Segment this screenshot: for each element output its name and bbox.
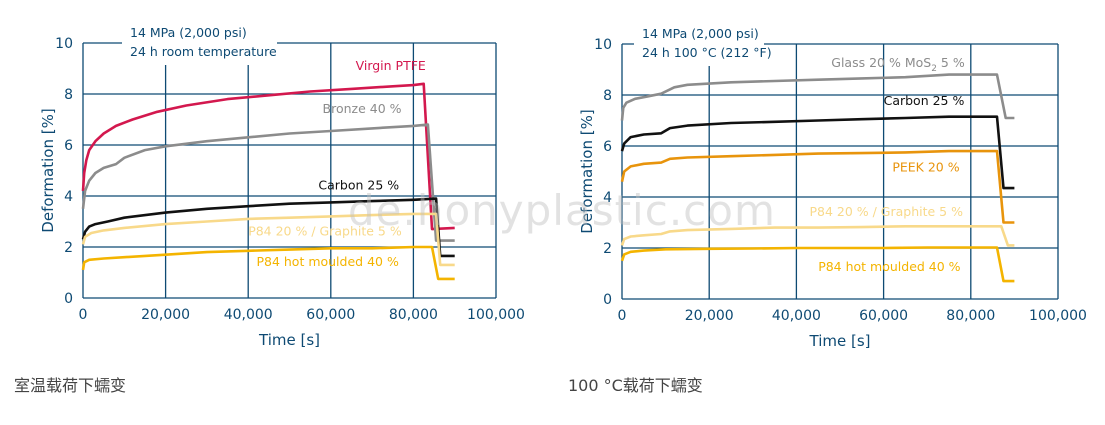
- chart2-ytick-label-6: 6: [603, 139, 612, 155]
- chart2-ytick-label-10: 10: [594, 37, 612, 53]
- chart2-ytick-label-2: 2: [603, 241, 612, 257]
- chart1-annotation-box: [122, 19, 277, 65]
- chart2-ytick-label-4: 4: [603, 190, 612, 206]
- chart2-xtick-label-40000: 40,000: [772, 308, 821, 324]
- chart2-xtick-label-20000: 20,000: [685, 308, 734, 324]
- chart1-series-label-p84-20-graphite-5: P84 20 % / Graphite 5 %: [248, 224, 402, 239]
- chart1-ytick-label-6: 6: [64, 138, 73, 154]
- chart1-ytick-label-2: 2: [64, 240, 73, 256]
- chart2-series-label-carbon-25: Carbon 25 %: [884, 93, 965, 108]
- caption-room-temperature: 室温载荷下蠕变: [14, 376, 127, 395]
- chart1-series-label-p84-hot-moulded-40: P84 hot moulded 40 %: [256, 254, 398, 269]
- chart1-ytick-label-10: 10: [55, 36, 73, 52]
- chart1-xtick-label-20000: 20,000: [141, 307, 190, 323]
- chart2-x-axis-label: Time [s]: [809, 332, 871, 350]
- chart2-series-label-glass-20-mos: Glass 20 % MoS2 5 %: [831, 55, 965, 74]
- chart1-series-line-virgin-ptfe: [81, 82, 455, 231]
- chart2-series-line-p84-20-graphite-5: [620, 225, 1015, 247]
- chart1-y-axis-label: Deformation [%]: [39, 108, 57, 232]
- chart1-xtick-label-60000: 60,000: [306, 307, 355, 323]
- chart2-annotation-line-0: 14 MPa (2,000 psi): [642, 26, 759, 41]
- chart2-xtick-label-80000: 80,000: [946, 308, 995, 324]
- chart2-annotation-box: [634, 20, 764, 66]
- chart2-annotation-line-1: 24 h 100 °C (212 °F): [642, 45, 772, 60]
- chart2-xtick-label-60000: 60,000: [859, 308, 908, 324]
- chart1-series-line-p84-hot-moulded-40: [81, 245, 455, 281]
- chart1-x-axis-label: Time [s]: [258, 331, 320, 349]
- creep-chart-100c: 14 MPa (2,000 psi) 24 h 100 °C (212 °F) 0 2…: [578, 20, 1087, 350]
- chart1-series-line-bronze-40: [81, 123, 455, 242]
- chart2-series-label-p84-hot-moulded-40: P84 hot moulded 40 %: [818, 259, 960, 274]
- chart2-series-line-glass-20-mos2-5: [620, 73, 1015, 121]
- chart2-series-label-peek-20: PEEK 20 %: [892, 160, 959, 175]
- chart1-xtick-label-0: 0: [79, 307, 88, 323]
- caption-100c: 100 °C载荷下蠕变: [568, 376, 703, 395]
- chart1-annotation-line-1: 24 h room temperature: [130, 44, 277, 59]
- watermark-text: de.honyplastic.com: [348, 186, 776, 235]
- chart2-ytick-label-0: 0: [603, 292, 612, 308]
- chart2-xtick-label-0: 0: [618, 308, 627, 324]
- chart1-series-label-virgin-ptfe: Virgin PTFE: [356, 58, 426, 73]
- chart1-xtick-label-80000: 80,000: [389, 307, 438, 323]
- chart1-series-line-carbon-25: [81, 197, 455, 258]
- chart2-series-label-p84-20-graphite-5: P84 20 % / Graphite 5 %: [809, 204, 963, 219]
- chart2-y-axis-label: Deformation [%]: [578, 109, 596, 233]
- chart1-series-label-carbon-25: Carbon 25 %: [318, 178, 399, 193]
- chart1-series-label-bronze-40: Bronze 40 %: [323, 101, 402, 116]
- chart2-series-line-p84-hot-moulded-40: [620, 246, 1015, 283]
- chart1-xtick-label-40000: 40,000: [224, 307, 273, 323]
- chart2-series-line-carbon-25: [620, 115, 1015, 190]
- chart1-ytick-label-4: 4: [64, 189, 73, 205]
- chart1-annotation-line-0: 14 MPa (2,000 psi): [130, 25, 247, 40]
- chart1-ytick-label-8: 8: [64, 87, 73, 103]
- creep-chart-room-temperature: 14 MPa (2,000 psi) 24 h room temperature 0…: [39, 19, 525, 349]
- chart1-xtick-label-100000: 100,000: [467, 307, 525, 323]
- chart1-series-line-p84-20-graphite-5: [81, 212, 455, 267]
- chart2-ytick-label-8: 8: [603, 88, 612, 104]
- chart1-ytick-label-0: 0: [64, 291, 73, 307]
- chart2-series-line-peek-20: [620, 149, 1015, 224]
- chart2-xtick-label-100000: 100,000: [1029, 308, 1087, 324]
